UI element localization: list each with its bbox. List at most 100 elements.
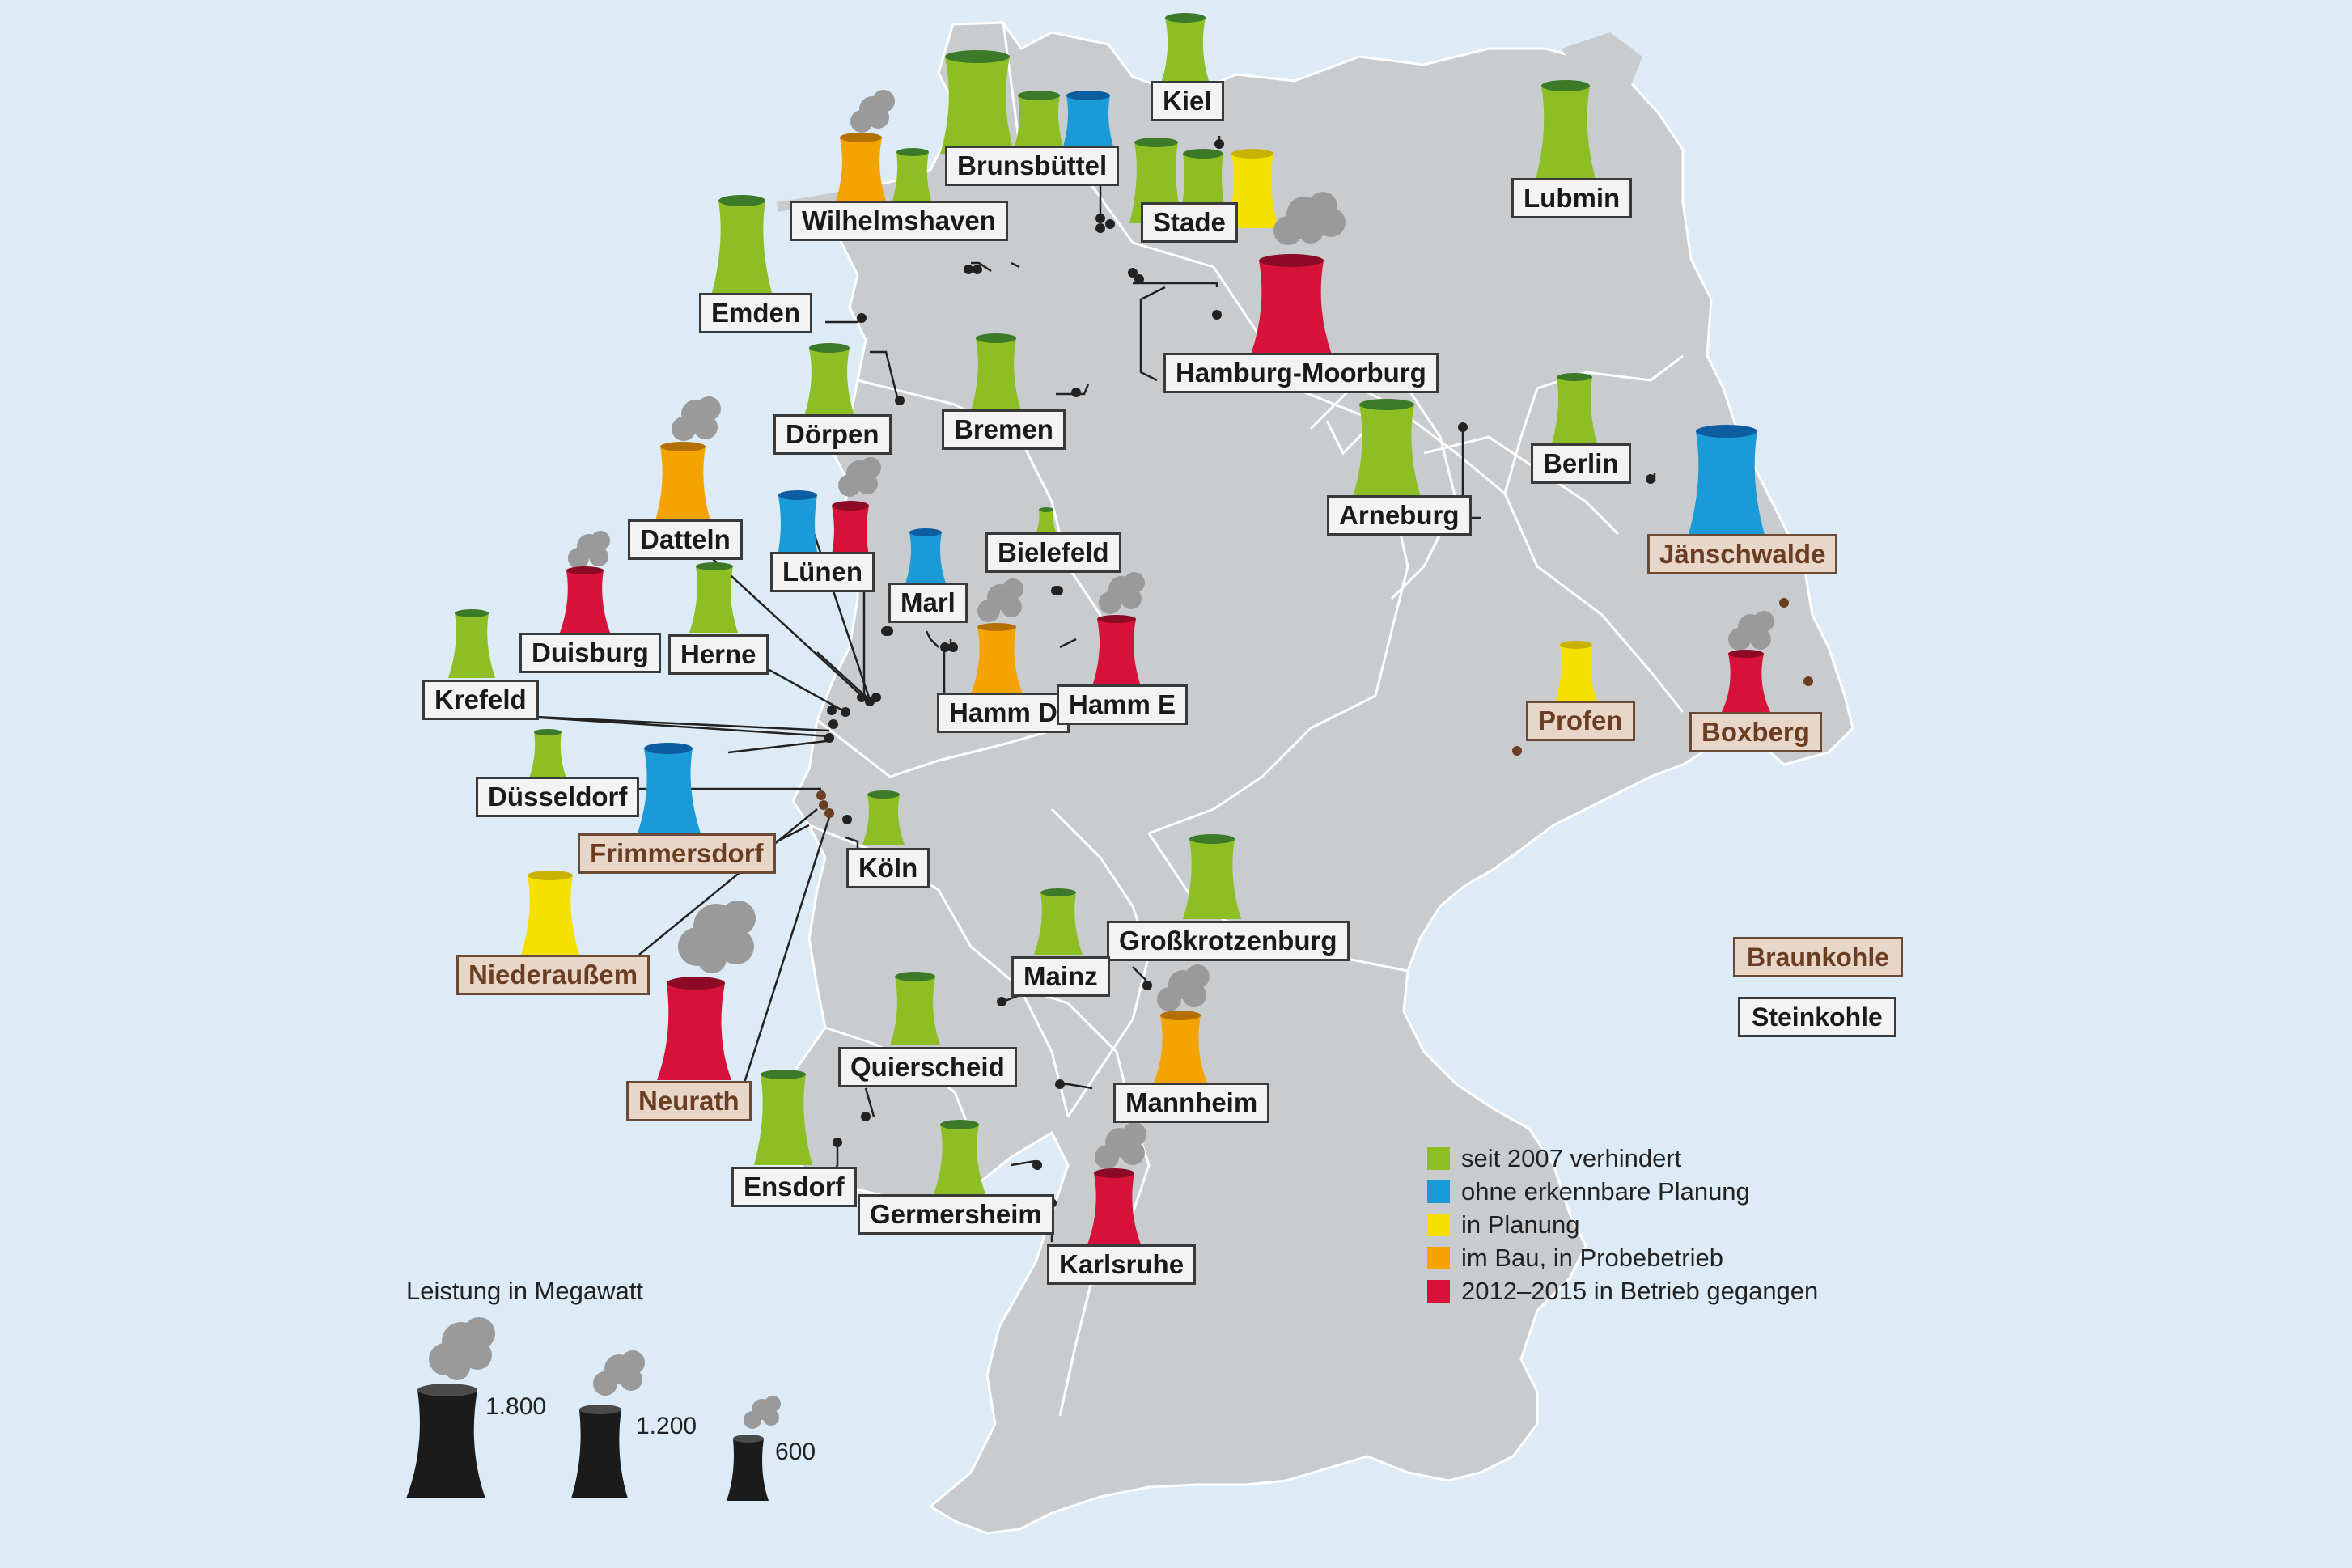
tower-emden (712, 195, 772, 293)
tower-karlsruhe (1087, 1168, 1141, 1244)
label-duisburg: Duisburg (519, 633, 661, 673)
key-braunkohle: Braunkohle (1733, 937, 1904, 977)
label-bremen: Bremen (942, 409, 1066, 450)
smoke-size-600 (744, 1396, 781, 1429)
size-legend-towers (406, 1317, 781, 1501)
tower-moorburg (1251, 254, 1332, 354)
smoke-wilhelmshaven (850, 90, 895, 133)
label-jaenschwalde: Jänschwalde (1647, 534, 1838, 574)
label-arneburg: Arneburg (1327, 495, 1472, 536)
tower-brunsbuettel-3 (1062, 91, 1115, 152)
label-germersheim: Germersheim (858, 1194, 1054, 1235)
legend-label: 2012–2015 in Betrieb gegangen (1461, 1277, 1819, 1305)
tower-germersheim (934, 1120, 985, 1194)
label-hamm-d: Hamm D (937, 693, 1070, 733)
label-neurath: Neurath (626, 1081, 752, 1121)
label-lubmin: Lubmin (1511, 178, 1633, 218)
tower-kiel (1162, 13, 1209, 81)
tower-koeln (862, 790, 905, 845)
tower-marl (905, 528, 947, 586)
key-steinkohle: Steinkohle (1738, 997, 1896, 1037)
tower-grosskrotzenburg (1183, 834, 1241, 919)
label-stade: Stade (1141, 202, 1238, 243)
legend-item-im-bau: im Bau, in Probebetrieb (1427, 1244, 1723, 1273)
tower-berlin (1552, 373, 1597, 443)
legend-swatch-green (1427, 1147, 1450, 1170)
smoke-size-1800 (429, 1317, 495, 1380)
legend-label: ohne erkennbare Planung (1461, 1177, 1750, 1206)
label-koeln: Köln (846, 848, 930, 888)
label-krefeld: Krefeld (422, 680, 539, 720)
legend-label: seit 2007 verhindert (1461, 1144, 1682, 1172)
label-quierscheid: Quierscheid (838, 1047, 1017, 1087)
label-emden: Emden (699, 293, 813, 333)
smoke-mannheim (1157, 964, 1210, 1011)
tower-stade-3 (1227, 149, 1278, 228)
smoke-size-1200 (593, 1350, 645, 1396)
tower-jaenschwalde (1688, 425, 1765, 537)
tower-wilhelmshaven-2 (892, 148, 932, 204)
tower-duesseldorf (529, 729, 566, 778)
smoke-hamme (1099, 572, 1145, 614)
legend-label: im Bau, in Probebetrieb (1461, 1244, 1723, 1272)
smoke-karlsruhe (1095, 1122, 1146, 1169)
label-brunsbuettel: Brunsbüttel (945, 146, 1120, 186)
tower-size-1800 (406, 1384, 485, 1498)
label-mannheim: Mannheim (1113, 1083, 1270, 1123)
legend-item-in-betrieb: 2012–2015 in Betrieb gegangen (1427, 1277, 1818, 1306)
size-legend-title: Leistung in Megawatt (406, 1277, 643, 1305)
ruegen-island (1562, 32, 1642, 97)
tower-boxberg (1722, 650, 1770, 712)
tower-quierscheid (890, 972, 940, 1045)
label-datteln: Datteln (628, 519, 743, 560)
tower-krefeld (448, 609, 495, 678)
smoke-luenen (838, 457, 881, 497)
legend-swatch-red (1427, 1280, 1450, 1303)
smoke-neurath (678, 901, 756, 973)
label-doerpen: Dörpen (773, 414, 892, 455)
leader-dots (824, 139, 1655, 1208)
tower-size-600 (727, 1435, 769, 1501)
tower-mainz (1034, 888, 1083, 955)
tower-bremen (971, 333, 1021, 411)
label-karlsruhe: Karlsruhe (1047, 1244, 1197, 1285)
tower-neurath (657, 977, 731, 1080)
tower-doerpen (804, 343, 854, 416)
legend-swatch-orange (1427, 1247, 1450, 1269)
smoke-boxberg (1728, 611, 1774, 651)
tower-hamme (1092, 615, 1141, 686)
label-marl: Marl (888, 583, 968, 623)
tower-hammd (971, 623, 1023, 694)
tower-lubmin (1536, 80, 1596, 180)
tower-profen (1555, 641, 1597, 702)
label-berlin: Berlin (1531, 443, 1631, 484)
label-hamburg-moorburg: Hamburg-Moorburg (1163, 353, 1439, 393)
smoke-duisburg (568, 531, 610, 569)
lignite-dots (816, 598, 1813, 818)
tower-brunsbuettel-2 (1013, 91, 1065, 152)
legend-label: in Planung (1461, 1210, 1580, 1239)
label-grosskrotzenburg: Großkrotzenburg (1107, 921, 1350, 961)
tower-niederaussem (521, 871, 579, 955)
label-hamm-e: Hamm E (1057, 684, 1189, 725)
tower-duisburg (560, 566, 610, 633)
label-luenen: Lünen (770, 552, 875, 592)
tower-brunsbuettel-1 (940, 50, 1015, 154)
smoke-hammd (977, 578, 1023, 622)
label-mainz: Mainz (1011, 956, 1110, 997)
tower-arneburg (1353, 399, 1421, 497)
label-kiel: Kiel (1151, 81, 1224, 121)
tower-size-1200 (571, 1405, 628, 1498)
label-ensdorf: Ensdorf (731, 1167, 857, 1207)
legend-item-ohne-planung: ohne erkennbare Planung (1427, 1177, 1750, 1206)
legend-swatch-yellow (1427, 1214, 1450, 1236)
label-bielefeld: Bielefeld (985, 532, 1121, 573)
legend-item-verhindert: seit 2007 verhindert (1427, 1144, 1681, 1173)
size-label-600: 600 (775, 1439, 816, 1465)
smoke-datteln (672, 396, 721, 441)
germany-land (783, 21, 1854, 1535)
tower-herne (689, 562, 738, 633)
size-label-1800: 1.800 (485, 1393, 547, 1420)
label-boxberg: Boxberg (1689, 712, 1822, 752)
